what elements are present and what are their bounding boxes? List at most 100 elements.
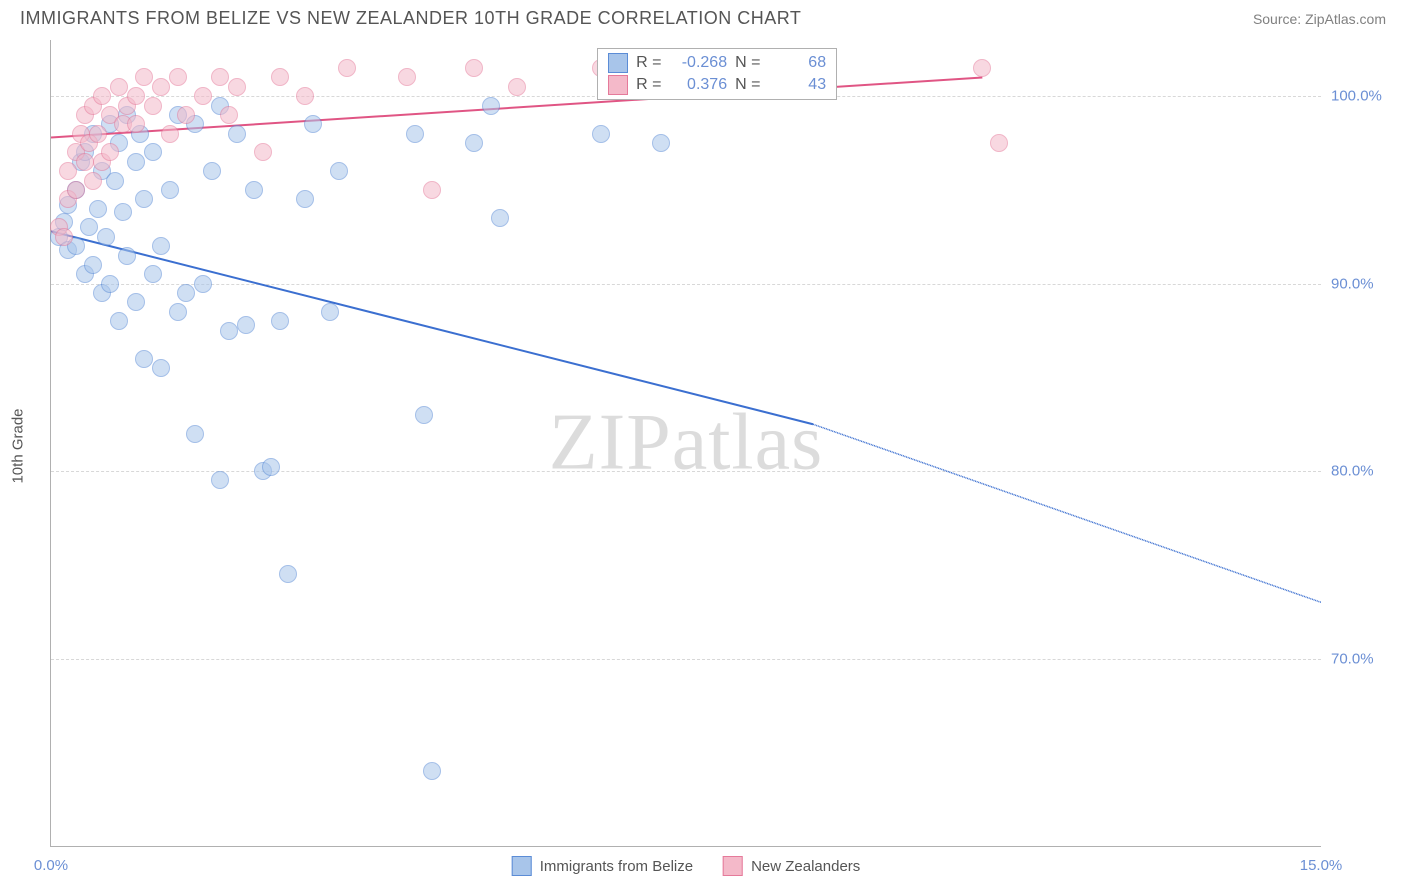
data-point: [89, 125, 107, 143]
data-point: [84, 172, 102, 190]
y-tick-label: 90.0%: [1331, 275, 1396, 292]
data-point: [84, 256, 102, 274]
title-bar: IMMIGRANTS FROM BELIZE VS NEW ZEALANDER …: [0, 0, 1406, 35]
data-point: [89, 200, 107, 218]
data-point: [592, 125, 610, 143]
data-point: [144, 143, 162, 161]
gridline: [51, 471, 1321, 472]
scatter-chart: ZIPatlas 70.0%80.0%90.0%100.0%0.0%15.0%R…: [50, 40, 1321, 847]
y-tick-label: 70.0%: [1331, 650, 1396, 667]
data-point: [144, 97, 162, 115]
n-value: 68: [771, 54, 826, 72]
data-point: [177, 284, 195, 302]
data-point: [220, 106, 238, 124]
data-point: [106, 172, 124, 190]
legend-swatch: [608, 75, 628, 95]
data-point: [211, 68, 229, 86]
data-point: [169, 68, 187, 86]
data-point: [135, 68, 153, 86]
source-label: Source: ZipAtlas.com: [1253, 11, 1386, 27]
n-value: 43: [771, 76, 826, 94]
data-point: [321, 303, 339, 321]
data-point: [97, 228, 115, 246]
data-point: [990, 134, 1008, 152]
legend-swatch: [512, 856, 532, 876]
data-point: [127, 293, 145, 311]
series-legend: Immigrants from Belize New Zealanders: [512, 856, 861, 876]
data-point: [271, 312, 289, 330]
legend-label: Immigrants from Belize: [540, 858, 693, 875]
data-point: [296, 87, 314, 105]
data-point: [279, 565, 297, 583]
legend-swatch: [723, 856, 743, 876]
data-point: [296, 190, 314, 208]
data-point: [465, 59, 483, 77]
data-point: [114, 203, 132, 221]
data-point: [161, 125, 179, 143]
data-point: [228, 78, 246, 96]
data-point: [406, 125, 424, 143]
data-point: [177, 106, 195, 124]
data-point: [508, 78, 526, 96]
data-point: [127, 115, 145, 133]
data-point: [203, 162, 221, 180]
data-point: [194, 87, 212, 105]
gridline: [51, 284, 1321, 285]
data-point: [237, 316, 255, 334]
data-point: [127, 87, 145, 105]
x-tick-label: 0.0%: [34, 857, 68, 874]
data-point: [491, 209, 509, 227]
y-tick-label: 80.0%: [1331, 463, 1396, 480]
data-point: [304, 115, 322, 133]
data-point: [398, 68, 416, 86]
data-point: [211, 471, 229, 489]
data-point: [101, 275, 119, 293]
data-point: [67, 181, 85, 199]
r-value: -0.268: [672, 54, 727, 72]
data-point: [245, 181, 263, 199]
data-point: [228, 125, 246, 143]
legend-item: Immigrants from Belize: [512, 856, 693, 876]
data-point: [330, 162, 348, 180]
data-point: [76, 153, 94, 171]
y-tick-label: 100.0%: [1331, 88, 1396, 105]
gridline: [51, 659, 1321, 660]
r-value: 0.376: [672, 76, 727, 94]
data-point: [127, 153, 145, 171]
data-point: [169, 303, 187, 321]
data-point: [80, 218, 98, 236]
x-tick-label: 15.0%: [1300, 857, 1343, 874]
correlation-legend: R =-0.268N =68R =0.376N =43: [597, 48, 837, 100]
data-point: [423, 181, 441, 199]
data-point: [423, 762, 441, 780]
data-point: [465, 134, 483, 152]
legend-item: New Zealanders: [723, 856, 860, 876]
data-point: [152, 359, 170, 377]
data-point: [144, 265, 162, 283]
data-point: [110, 312, 128, 330]
data-point: [101, 143, 119, 161]
chart-title: IMMIGRANTS FROM BELIZE VS NEW ZEALANDER …: [20, 8, 801, 29]
data-point: [93, 87, 111, 105]
data-point: [186, 425, 204, 443]
data-point: [55, 228, 73, 246]
legend-row: R =-0.268N =68: [608, 53, 826, 73]
data-point: [271, 68, 289, 86]
data-point: [161, 181, 179, 199]
legend-label: New Zealanders: [751, 858, 860, 875]
data-point: [254, 143, 272, 161]
y-axis-title: 10th Grade: [10, 408, 27, 483]
legend-row: R =0.376N =43: [608, 75, 826, 95]
data-point: [220, 322, 238, 340]
data-point: [59, 162, 77, 180]
watermark: ZIPatlas: [549, 398, 824, 489]
data-point: [110, 78, 128, 96]
data-point: [482, 97, 500, 115]
data-point: [135, 190, 153, 208]
data-point: [152, 237, 170, 255]
data-point: [652, 134, 670, 152]
data-point: [338, 59, 356, 77]
data-point: [135, 350, 153, 368]
data-point: [194, 275, 212, 293]
data-point: [152, 78, 170, 96]
